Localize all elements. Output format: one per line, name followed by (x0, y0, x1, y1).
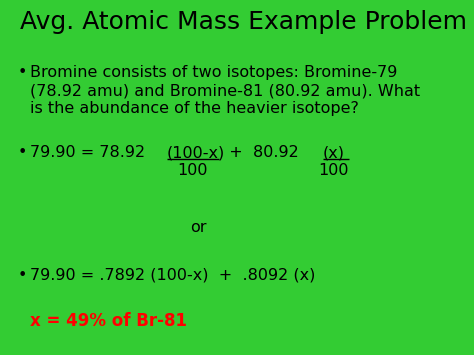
Text: +  80.92: + 80.92 (219, 145, 304, 160)
Text: 100: 100 (178, 163, 208, 178)
Text: (100-x): (100-x) (167, 145, 225, 160)
Text: (x): (x) (323, 145, 345, 160)
Text: is the abundance of the heavier isotope?: is the abundance of the heavier isotope? (30, 101, 359, 116)
Text: Avg. Atomic Mass Example Problem: Avg. Atomic Mass Example Problem (20, 10, 467, 34)
Text: 100: 100 (319, 163, 349, 178)
Text: or: or (190, 220, 207, 235)
Text: x = 49% of Br-81: x = 49% of Br-81 (30, 312, 187, 330)
Text: 79.90 = .7892 (100-x)  +  .8092 (x): 79.90 = .7892 (100-x) + .8092 (x) (30, 268, 315, 283)
Text: •: • (18, 65, 27, 80)
Text: (78.92 amu) and Bromine-81 (80.92 amu). What: (78.92 amu) and Bromine-81 (80.92 amu). … (30, 83, 420, 98)
Text: 79.90 = 78.92: 79.90 = 78.92 (30, 145, 150, 160)
Text: Bromine consists of two isotopes: Bromine-79: Bromine consists of two isotopes: Bromin… (30, 65, 397, 80)
Text: •: • (18, 145, 27, 160)
Text: •: • (18, 268, 27, 283)
